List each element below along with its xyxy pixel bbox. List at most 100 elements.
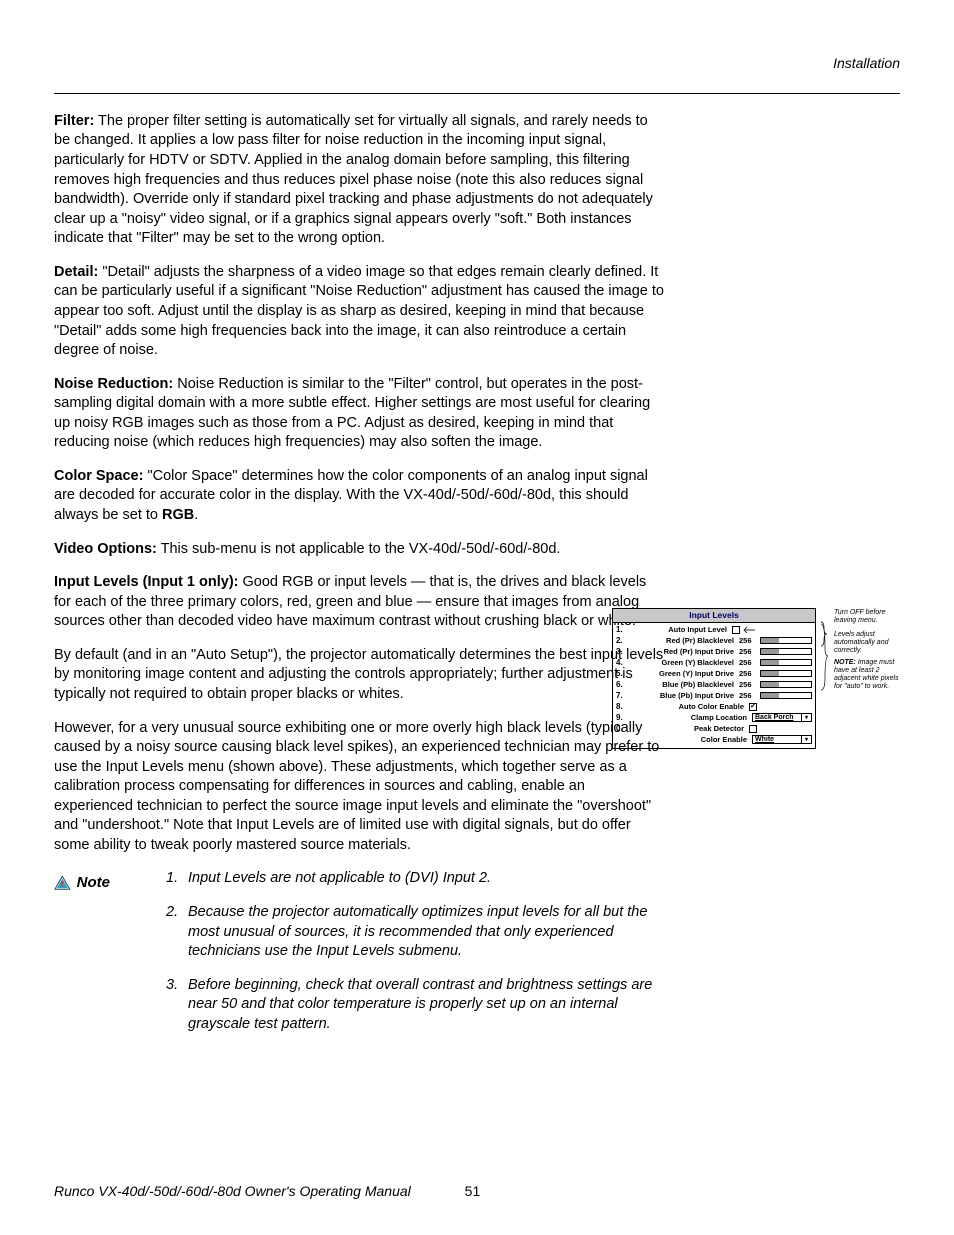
il-row-value: 256 [739,669,757,679]
content-column: Filter: The proper filter setting is aut… [54,112,664,1035]
chevron-down-icon: ▾ [801,714,811,722]
il-row-value: 256 [739,680,757,690]
il-row-label: Blue (Pb) Blacklevel [629,680,736,690]
para-vopts: Video Options: This sub-menu is not appl… [54,540,664,560]
warning-icon [54,871,71,895]
il-row-label: Blue (Pb) Input Drive [629,691,736,701]
annot-1: Turn OFF before leaving menu. [834,609,900,625]
il-dropdown[interactable]: Back Porch▾ [752,713,812,722]
il-row-label: Red (Pr) Blacklevel [629,636,736,646]
para-ilevels: Input Levels (Input 1 only): Good RGB or… [54,573,664,632]
il-title: Input Levels [612,608,816,623]
para-auto: By default (and in an "Auto Setup"), the… [54,646,664,705]
label-cspace: Color Space: [54,468,143,484]
il-body: 1.Auto Input Level2.Red (Pr) Blacklevel2… [612,623,816,749]
il-slider[interactable] [760,648,812,655]
footer-text: Runco VX-40d/-50d/-60d/-80d Owner's Oper… [54,1183,411,1199]
note-txt-3: Before beginning, check that overall con… [188,976,664,1035]
il-row-num: 4. [616,658,626,669]
label-filter: Filter: [54,113,94,129]
label-noise: Noise Reduction: [54,376,173,392]
il-row-num: 1. [616,625,626,636]
brace-icon [820,608,830,734]
note-list: 1.Input Levels are not applicable to (DV… [54,869,664,1034]
label-vopts: Video Options: [54,541,157,557]
text-cspace-rgb: RGB [162,507,194,523]
note-num-1: 1. [166,869,188,889]
il-row-num: 5. [616,669,626,680]
il-row-label: Clamp Location [629,713,749,723]
il-slider[interactable] [760,659,812,666]
il-row: Color EnableWhite▾ [616,734,812,745]
note-item-2: 2.Because the projector automatically op… [166,903,664,962]
note-item-1: 1.Input Levels are not applicable to (DV… [166,869,664,889]
para-detail: Detail: "Detail" adjusts the sharpness o… [54,263,664,361]
il-row-label: Green (Y) Input Drive [629,669,736,679]
il-dropdown[interactable]: White▾ [752,735,812,744]
brace-column [820,608,830,734]
label-ilevels: Input Levels (Input 1 only): [54,574,238,590]
il-row-label: Auto Input Level [629,625,729,635]
il-slider[interactable] [760,637,812,644]
note-txt-1: Input Levels are not applicable to (DVI)… [188,869,491,889]
label-detail: Detail: [54,264,98,280]
text-cspace-pre: "Color Space" determines how the color c… [54,468,648,523]
note-label: Note [77,873,110,893]
il-row: 2.Red (Pr) Blacklevel256 [616,635,812,646]
annot-3-prefix: NOTE: [834,659,858,666]
il-row-num: 6. [616,680,626,691]
il-row: 8.Auto Color Enable✔ [616,701,812,712]
footer-page: 51 [465,1183,481,1199]
chevron-down-icon: ▾ [801,736,811,744]
text-filter: The proper filter setting is automatical… [54,113,653,246]
il-row-num: 3. [616,647,626,658]
note-num-3: 3. [166,976,188,1035]
il-row-label: Color Enable [629,735,749,745]
arrow-icon [743,626,757,634]
note-item-3: 3.Before beginning, check that overall c… [166,976,664,1035]
il-row-value: 256 [739,636,757,646]
il-slider[interactable] [760,692,812,699]
para-cspace: Color Space: "Color Space" determines ho… [54,467,664,526]
para-unusual: However, for a very unusual source exhib… [54,719,664,856]
il-row-value: 256 [739,658,757,668]
il-row: 1.Auto Input Level [616,624,812,635]
annotations: Turn OFF before leaving menu. Levels adj… [834,608,900,695]
il-slider[interactable] [760,681,812,688]
il-checkbox[interactable]: ✔ [749,703,757,711]
il-checkbox[interactable] [749,725,757,733]
note-icon-group: Note [54,869,110,895]
para-filter: Filter: The proper filter setting is aut… [54,112,664,249]
il-row: 0.Peak Detector [616,723,812,734]
il-row-num: 0. [616,724,626,735]
header-rule [54,93,900,94]
il-row-label: Peak Detector [629,724,746,734]
text-detail: "Detail" adjusts the sharpness of a vide… [54,264,664,358]
note-num-2: 2. [166,903,188,962]
il-dropdown-value: Back Porch [753,713,801,722]
il-row-num: 7. [616,691,626,702]
input-levels-panel: Input Levels 1.Auto Input Level2.Red (Pr… [612,608,816,749]
footer: Runco VX-40d/-50d/-60d/-80d Owner's Oper… [54,1182,480,1201]
annot-2: Levels adjust automatically and correctl… [834,631,900,655]
il-slider[interactable] [760,670,812,677]
il-row: 9.Clamp LocationBack Porch▾ [616,712,812,723]
il-row-value: 256 [739,647,757,657]
il-row-num: 8. [616,702,626,713]
annot-3: NOTE: Image must have at least 2 adjacen… [834,659,900,691]
header-section: Installation [54,54,900,73]
il-row: 4.Green (Y) Blacklevel256 [616,657,812,668]
il-row: 5.Green (Y) Input Drive256 [616,668,812,679]
text-vopts: This sub-menu is not applicable to the V… [157,541,561,557]
input-levels-figure: Input Levels 1.Auto Input Level2.Red (Pr… [612,608,900,749]
il-dropdown-value: White [753,735,801,744]
para-noise: Noise Reduction: Noise Reduction is simi… [54,375,664,453]
il-row-value: 256 [739,691,757,701]
il-row: 3.Red (Pr) Input Drive256 [616,646,812,657]
il-row-label: Red (Pr) Input Drive [629,647,736,657]
il-checkbox[interactable] [732,626,740,634]
il-row-num: 2. [616,636,626,647]
il-row-label: Auto Color Enable [629,702,746,712]
il-row: 6.Blue (Pb) Blacklevel256 [616,679,812,690]
il-row-label: Green (Y) Blacklevel [629,658,736,668]
